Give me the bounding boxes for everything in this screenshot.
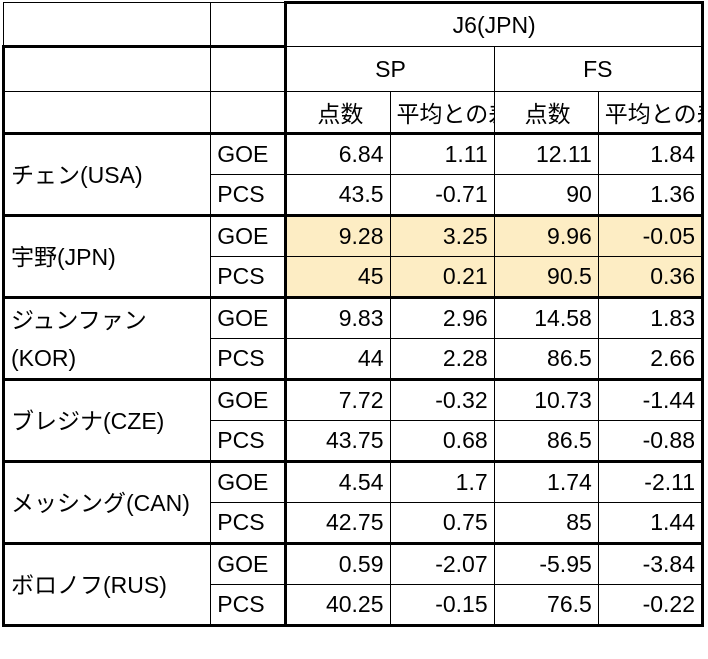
skater-row-goe: 宇野(JPN) GOE 9.28 3.25 9.96 -0.05	[1, 215, 705, 299]
value-goe-fs-points: 12.11	[493, 133, 599, 175]
column-header-fs-points: 点数	[493, 91, 599, 135]
corner-cell	[1, 45, 212, 92]
value-pcs-fs-diff: 0.36	[597, 256, 705, 299]
judge-header: J6(JPN)	[284, 1, 704, 47]
metric-label-pcs: PCS	[210, 502, 287, 545]
segment-header-fs: FS	[493, 46, 705, 92]
value-pcs-fs-diff: 1.36	[597, 174, 705, 217]
skater-name: ジュンファン(KOR)	[1, 297, 212, 381]
corner-cell	[210, 91, 287, 135]
metric-label-goe: GOE	[210, 461, 287, 503]
segment-header-sp: SP	[284, 46, 495, 92]
value-goe-sp-points: 9.28	[284, 215, 391, 257]
value-goe-sp-diff: 3.25	[389, 215, 495, 257]
value-goe-fs-points: 10.73	[493, 379, 599, 421]
skater-name: ボロノフ(RUS)	[1, 543, 212, 627]
value-pcs-sp-points: 40.25	[284, 584, 391, 627]
column-header-sp-diff: 平均との差	[389, 91, 495, 135]
skater-name: メッシング(CAN)	[1, 461, 212, 545]
skater-row-pcs: PCS 43.75 0.68 86.5 -0.88	[4, 420, 705, 463]
value-pcs-sp-diff: 0.75	[389, 502, 495, 545]
value-goe-sp-diff: -2.07	[389, 543, 495, 585]
value-goe-fs-diff: 1.83	[597, 297, 705, 339]
header-row-segments: SP FS	[1, 45, 705, 92]
skater-name: 宇野(JPN)	[1, 215, 212, 299]
value-goe-sp-points: 7.72	[284, 379, 391, 421]
value-goe-fs-points: 1.74	[493, 461, 599, 503]
header-row-columns: 点数 平均との差 点数 平均との差	[1, 91, 705, 135]
skater-row-goe: ボロノフ(RUS) GOE 0.59 -2.07 -5.95 -3.84	[1, 543, 705, 627]
value-goe-sp-diff: 1.11	[389, 133, 495, 175]
value-goe-fs-diff: -2.11	[597, 461, 705, 503]
value-pcs-sp-points: 42.75	[284, 502, 391, 545]
skater-row-pcs: PCS 43.5 -0.71 90 1.36	[4, 174, 705, 217]
value-goe-fs-points: -5.95	[493, 543, 599, 585]
value-pcs-sp-diff: -0.15	[389, 584, 495, 627]
header-row-judge: J6(JPN)	[2, 1, 704, 47]
value-pcs-sp-points: 45	[284, 256, 391, 299]
value-pcs-sp-diff: 0.68	[389, 420, 495, 463]
value-pcs-fs-diff: 2.66	[597, 338, 705, 381]
value-goe-fs-diff: 1.84	[597, 133, 705, 175]
value-goe-sp-points: 0.59	[284, 543, 391, 585]
metric-label-pcs: PCS	[210, 174, 287, 217]
value-pcs-fs-diff: -0.88	[597, 420, 705, 463]
skater-row-pcs: PCS 40.25 -0.15 76.5 -0.22	[4, 584, 705, 627]
value-goe-fs-diff: -1.44	[597, 379, 705, 421]
skater-name: ブレジナ(CZE)	[1, 379, 212, 463]
value-goe-sp-diff: -0.32	[389, 379, 495, 421]
value-goe-sp-points: 6.84	[284, 133, 391, 175]
skater-row-pcs: PCS 45 0.21 90.5 0.36	[4, 256, 705, 299]
value-pcs-sp-points: 43.5	[284, 174, 391, 217]
value-pcs-sp-diff: 0.21	[389, 256, 495, 299]
skater-row-goe: チェン(USA) GOE 6.84 1.11 12.11 1.84	[1, 133, 705, 217]
metric-label-pcs: PCS	[210, 584, 287, 627]
value-pcs-sp-points: 43.75	[284, 420, 391, 463]
value-pcs-fs-diff: 1.44	[597, 502, 705, 545]
corner-cell	[1, 91, 212, 135]
value-pcs-fs-points: 90	[493, 174, 599, 217]
column-header-sp-points: 点数	[284, 91, 391, 135]
skater-row-goe: ジュンファン(KOR) GOE 9.83 2.96 14.58 1.83	[1, 297, 705, 381]
value-goe-fs-points: 14.58	[493, 297, 599, 339]
value-pcs-sp-diff: -0.71	[389, 174, 495, 217]
value-pcs-sp-diff: 2.28	[389, 338, 495, 381]
value-pcs-fs-diff: -0.22	[597, 584, 705, 627]
corner-cell	[210, 2, 287, 47]
value-goe-sp-points: 4.54	[284, 461, 391, 503]
skater-row-pcs: PCS 42.75 0.75 85 1.44	[4, 502, 705, 545]
metric-label-pcs: PCS	[210, 338, 287, 381]
column-header-fs-diff: 平均との差	[597, 91, 705, 135]
metric-label-goe: GOE	[210, 297, 287, 339]
metric-label-goe: GOE	[210, 133, 287, 175]
metric-label-goe: GOE	[210, 379, 287, 421]
value-pcs-fs-points: 86.5	[493, 420, 599, 463]
value-pcs-fs-points: 90.5	[493, 256, 599, 299]
value-goe-sp-diff: 1.7	[389, 461, 495, 503]
value-goe-fs-points: 9.96	[493, 215, 599, 257]
corner-cell	[2, 2, 212, 47]
value-pcs-fs-points: 86.5	[493, 338, 599, 381]
value-pcs-fs-points: 85	[493, 502, 599, 545]
metric-label-pcs: PCS	[210, 256, 287, 299]
value-pcs-fs-points: 76.5	[493, 584, 599, 627]
skater-name: チェン(USA)	[1, 133, 212, 217]
skater-row-pcs: PCS 44 2.28 86.5 2.66	[4, 338, 705, 381]
skater-row-goe: メッシング(CAN) GOE 4.54 1.7 1.74 -2.11	[1, 461, 705, 545]
metric-label-goe: GOE	[210, 215, 287, 257]
metric-label-goe: GOE	[210, 543, 287, 585]
value-goe-fs-diff: -3.84	[597, 543, 705, 585]
metric-label-pcs: PCS	[210, 420, 287, 463]
corner-cell	[210, 45, 287, 92]
value-pcs-sp-points: 44	[284, 338, 391, 381]
value-goe-sp-points: 9.83	[284, 297, 391, 339]
score-table: J6(JPN) SP FS 点数 平均との差 点数 平均との差 チェン(USA)…	[1, 1, 705, 627]
skater-row-goe: ブレジナ(CZE) GOE 7.72 -0.32 10.73 -1.44	[1, 379, 705, 463]
value-goe-sp-diff: 2.96	[389, 297, 495, 339]
value-goe-fs-diff: -0.05	[597, 215, 705, 257]
